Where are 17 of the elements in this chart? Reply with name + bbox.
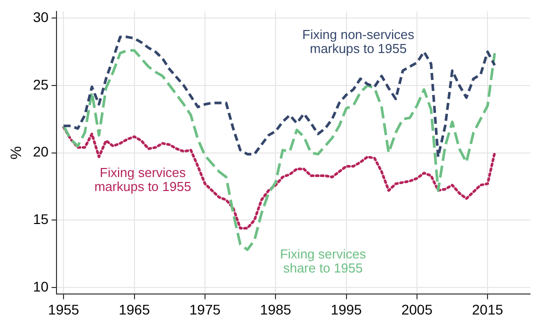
x-tick-label: 1975 [189, 301, 221, 318]
x-tick-label: 1995 [330, 301, 362, 318]
x-tick-label: 1955 [48, 301, 80, 318]
y-tick-label: 30 [32, 8, 49, 25]
y-tick-label: 10 [32, 278, 49, 294]
x-tick-label: 1965 [118, 301, 150, 318]
series-label: Fixing non-services markups to 1955 [302, 26, 415, 56]
y-tick-label: 15 [32, 210, 49, 227]
series-label: Fixing services markups to 1955 [94, 164, 192, 194]
x-tick-label: 2005 [401, 301, 433, 318]
line-series [62, 126, 496, 230]
x-tick-label: 2015 [472, 301, 504, 318]
x-tick-label: 1985 [260, 301, 292, 318]
y-tick-label: 20 [32, 144, 49, 160]
text: Fixing services share to 1955 [280, 246, 366, 276]
y-tick-label: 25 [32, 76, 49, 92]
y-axis-title: % [8, 146, 26, 160]
